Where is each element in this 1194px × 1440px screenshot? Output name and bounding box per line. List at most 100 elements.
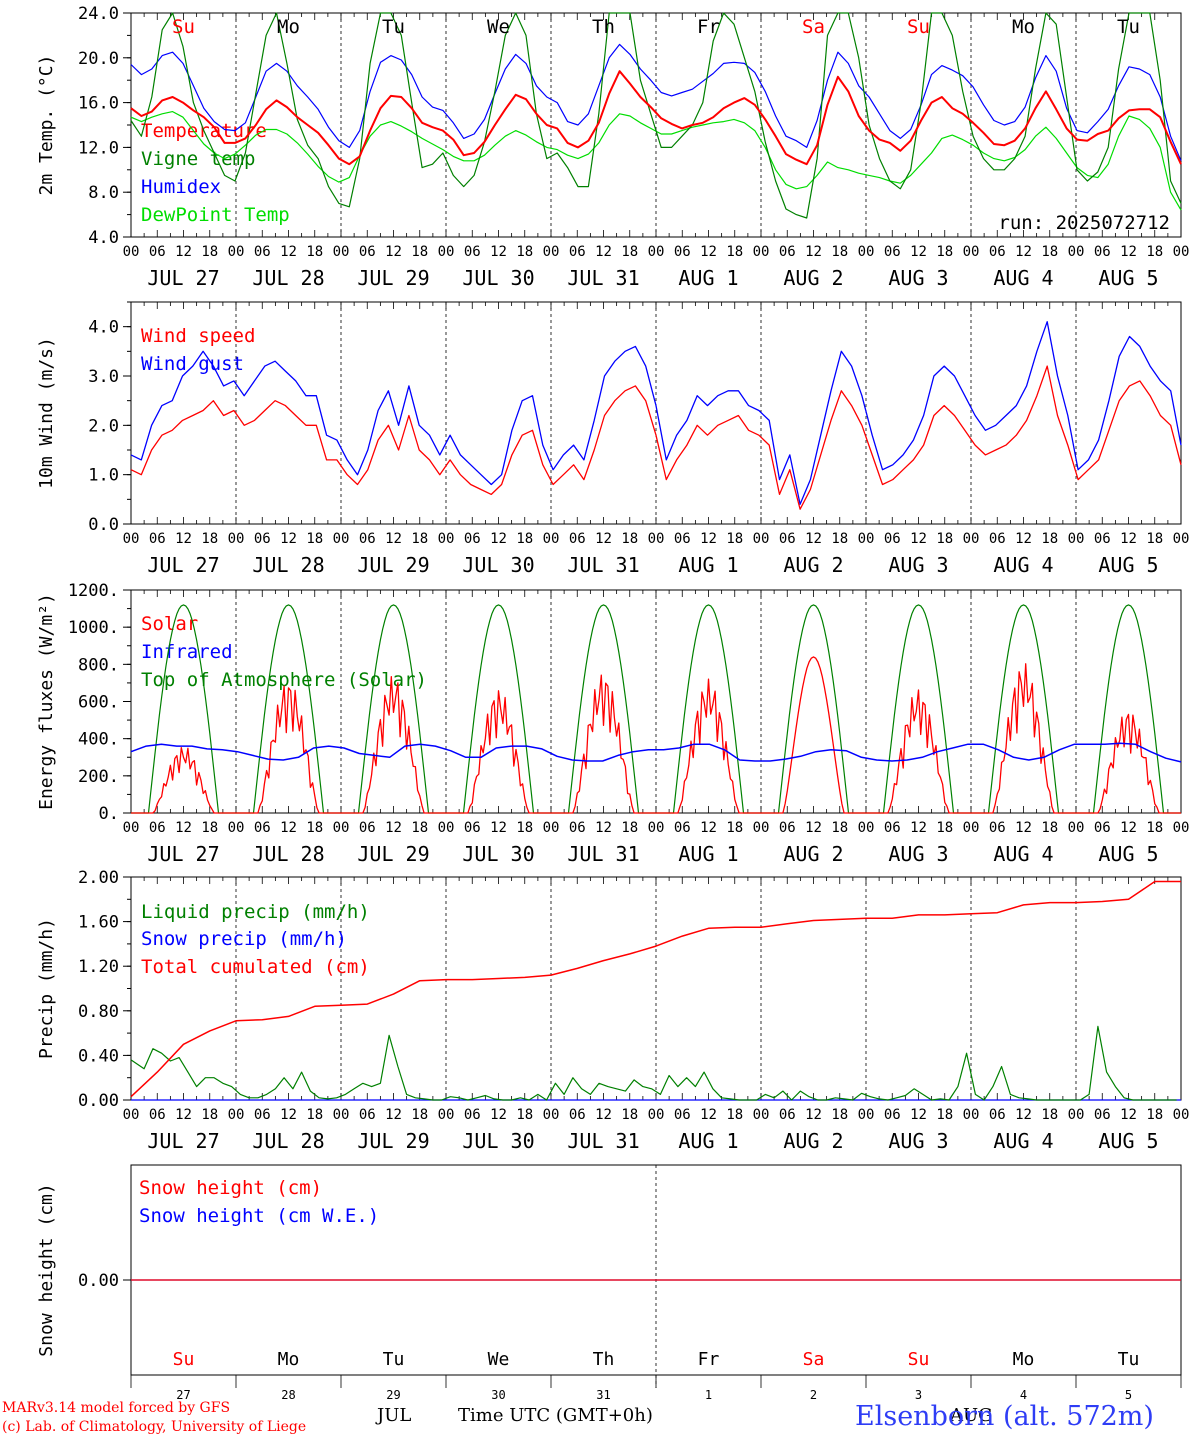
wind-hour-label: 12 xyxy=(385,531,402,547)
temp-hour-label: 12 xyxy=(1015,244,1032,260)
energy-hour-label: 06 xyxy=(149,820,166,836)
wind-series-line xyxy=(130,321,1182,505)
precip-hour-label: 00 xyxy=(438,1107,455,1123)
temp-ylabel: 2m Temp. (°C) xyxy=(36,55,57,196)
energy-ytick-label: 400. xyxy=(78,730,119,750)
wind-date-label: AUG 4 xyxy=(993,553,1053,577)
footer-model-credit: MARv3.14 model forced by GFS xyxy=(2,1400,231,1416)
precip-hour-label: 06 xyxy=(779,1107,796,1123)
wind-hour-label: 06 xyxy=(569,531,586,547)
temp-legend-item: Humidex xyxy=(141,176,221,198)
precip-hour-label: 12 xyxy=(1120,1107,1137,1123)
energy-hour-label: 18 xyxy=(621,820,638,836)
wind-hour-label: 06 xyxy=(359,531,376,547)
energy-hour-label: 12 xyxy=(700,820,717,836)
energy-ytick-label: 200. xyxy=(78,767,119,787)
temp-hour-label: 00 xyxy=(1068,244,1085,260)
wind-hour-label: 06 xyxy=(674,531,691,547)
snow-day-name: Fr xyxy=(698,1349,720,1370)
wind-legend-item: Wind gust xyxy=(141,353,244,375)
precip-hour-label: 18 xyxy=(411,1107,428,1123)
temp-hour-label: 06 xyxy=(569,244,586,260)
precip-ytick-label: 0.80 xyxy=(78,1002,119,1022)
snow-legend-item: Snow height (cm W.E.) xyxy=(139,1205,379,1227)
precip-hour-label: 06 xyxy=(674,1107,691,1123)
snow-day-number: 3 xyxy=(915,1388,922,1402)
wind-hour-label: 12 xyxy=(175,531,192,547)
precip-hour-label: 12 xyxy=(700,1107,717,1123)
temp-hour-label: 12 xyxy=(700,244,717,260)
precip-hour-label: 00 xyxy=(648,1107,665,1123)
energy-legend-item: Infrared xyxy=(141,641,233,663)
temp-series-line xyxy=(130,12,1182,219)
temp-date-label: AUG 1 xyxy=(678,266,738,290)
snow-day-number: 30 xyxy=(491,1388,505,1402)
snow-day-number: 28 xyxy=(281,1388,295,1402)
precip-hour-label: 06 xyxy=(569,1107,586,1123)
precip-hour-label: 00 xyxy=(963,1107,980,1123)
energy-ytick-label: 1200. xyxy=(68,581,119,601)
precip-total-line xyxy=(130,880,1181,1098)
temp-hour-label: 18 xyxy=(1146,244,1163,260)
precip-legend-item: Liquid precip (mm/h) xyxy=(141,901,370,923)
temp-hour-label: 00 xyxy=(228,244,245,260)
energy-hour-label: 12 xyxy=(385,820,402,836)
wind-hour-label: 00 xyxy=(333,531,350,547)
temp-hour-label: 00 xyxy=(543,244,560,260)
energy-hour-label: 06 xyxy=(254,820,271,836)
temp-series-line xyxy=(130,70,1182,166)
temp-date-label: AUG 5 xyxy=(1098,266,1158,290)
temp-hour-label: 00 xyxy=(1173,244,1190,260)
energy-date-label: JUL 29 xyxy=(357,842,429,866)
precip-ytick-label: 0.40 xyxy=(78,1046,119,1066)
precip-hour-label: 18 xyxy=(936,1107,953,1123)
precip-legend-item: Snow precip (mm/h) xyxy=(141,928,347,950)
precip-hour-label: 18 xyxy=(1146,1107,1163,1123)
temp-hour-label: 06 xyxy=(1094,244,1111,260)
precip-hour-label: 06 xyxy=(359,1107,376,1123)
precip-date-label: JUL 31 xyxy=(567,1129,639,1153)
energy-date-label: AUG 1 xyxy=(678,842,738,866)
wind-hour-label: 18 xyxy=(831,531,848,547)
temp-hour-label: 00 xyxy=(963,244,980,260)
precip-date-label: AUG 4 xyxy=(993,1129,1053,1153)
energy-legend-item: Solar xyxy=(141,613,198,635)
wind-ytick-label: 4.0 xyxy=(88,318,119,338)
energy-hour-label: 00 xyxy=(123,820,140,836)
precip-ytick-label: 1.60 xyxy=(78,913,119,933)
temp-hour-label: 00 xyxy=(123,244,140,260)
precip-legend-item: Total cumulated (cm) xyxy=(141,956,370,978)
precip-hour-label: 12 xyxy=(385,1107,402,1123)
energy-ytick-label: 0. xyxy=(99,804,119,824)
energy-hour-label: 00 xyxy=(1173,820,1190,836)
wind-hour-label: 12 xyxy=(1015,531,1032,547)
precip-ylabel: Precip (mm/h) xyxy=(36,918,57,1059)
temp-date-label: JUL 30 xyxy=(462,266,534,290)
precip-hour-label: 12 xyxy=(910,1107,927,1123)
temp-hour-label: 06 xyxy=(464,244,481,260)
snow-day-number: 31 xyxy=(596,1388,610,1402)
snow-day-number: 29 xyxy=(386,1388,400,1402)
precip-hour-label: 12 xyxy=(175,1107,192,1123)
precip-hour-label: 00 xyxy=(753,1107,770,1123)
wind-date-label: JUL 28 xyxy=(252,553,324,577)
wind-date-label: JUL 30 xyxy=(462,553,534,577)
snow-day-number: 5 xyxy=(1125,1388,1132,1402)
snow-ytick-label: 0.00 xyxy=(78,1271,119,1291)
temp-day-name: We xyxy=(487,16,510,38)
temp-date-label: AUG 2 xyxy=(783,266,843,290)
footer-month-jul: JUL xyxy=(377,1405,412,1426)
snow-day-number: 1 xyxy=(705,1388,712,1402)
temp-date-label: AUG 4 xyxy=(993,266,1053,290)
wind-hour-label: 18 xyxy=(201,531,218,547)
energy-hour-label: 12 xyxy=(1015,820,1032,836)
energy-hour-label: 12 xyxy=(595,820,612,836)
wind-hour-label: 12 xyxy=(805,531,822,547)
temp-hour-label: 06 xyxy=(149,244,166,260)
precip-hour-label: 12 xyxy=(280,1107,297,1123)
precip-hour-label: 12 xyxy=(490,1107,507,1123)
wind-hour-label: 00 xyxy=(648,531,665,547)
energy-hour-label: 12 xyxy=(280,820,297,836)
precip-ytick-label: 0.00 xyxy=(78,1091,119,1111)
energy-ytick-label: 600. xyxy=(78,693,119,713)
